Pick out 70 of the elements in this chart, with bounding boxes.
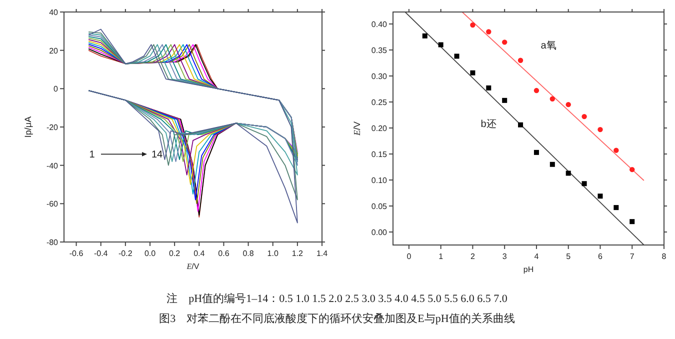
y-tick-label: 40	[49, 8, 59, 17]
y-tick-label: 20	[49, 46, 59, 56]
y-tick-label: 0.00	[371, 228, 388, 237]
point	[582, 114, 587, 120]
y-tick-label: 0.15	[371, 150, 388, 159]
x-tick-label: 0.0	[144, 249, 156, 258]
point	[534, 150, 539, 155]
y-tick-label: 0.25	[371, 98, 388, 107]
x-tick-label: 4	[534, 252, 540, 261]
x-tick-label: 5	[566, 252, 572, 261]
point	[518, 58, 524, 63]
point	[598, 126, 603, 132]
y-tick-label: 0	[54, 84, 59, 94]
point	[454, 54, 460, 59]
x-tick-label: 1	[438, 252, 444, 261]
y-axis-title: Ip/μA	[23, 116, 33, 138]
x-tick-label: 0.8	[242, 249, 254, 258]
point	[630, 166, 635, 172]
captions: 注 pH值的编号1–14：0.5 1.0 1.5 2.0 2.5 3.0 3.5 4.0 4.5 5.0 5.5 6.0 6.5 7.0 图3 对苯二酚在不同底液酸度下的循环伏安叠加图及E与pH值的关系曲线	[159, 293, 515, 325]
series-label: b还	[480, 118, 496, 130]
point	[614, 148, 619, 153]
point	[502, 98, 508, 103]
x-tick-label: -0.2	[118, 249, 133, 258]
point	[470, 70, 476, 76]
x-tick-label: -0.4	[94, 249, 108, 258]
x-tick-label: 1.4	[316, 249, 328, 258]
point	[502, 40, 508, 45]
y-tick-label: 0.35	[371, 46, 388, 55]
point	[470, 22, 476, 28]
x-axis-title: pH	[523, 265, 534, 274]
x-tick-label: 1.2	[292, 249, 304, 258]
y-tick-label: -20	[46, 123, 59, 132]
y-tick-label: -40	[46, 161, 59, 170]
y-tick-label: -60	[46, 200, 59, 209]
y-tick-label: 0.10	[371, 176, 388, 185]
x-axis-title: E/V	[186, 262, 200, 271]
point	[550, 162, 555, 167]
point	[630, 219, 635, 224]
point	[582, 181, 587, 186]
x-tick-label: 3	[502, 252, 508, 261]
point	[486, 85, 492, 90]
x-tick-label: 8	[662, 252, 667, 261]
y-tick-label: 0.40	[371, 20, 388, 29]
x-tick-label: 0	[406, 252, 412, 261]
y-tick-label: 0.20	[371, 124, 388, 133]
point	[550, 96, 556, 102]
y-axis-title: E/V	[352, 121, 362, 137]
point	[566, 170, 571, 176]
point	[534, 88, 540, 94]
x-tick-label: -0.6	[69, 249, 84, 258]
point	[598, 194, 603, 199]
series-label: a氧	[540, 40, 556, 52]
x-tick-label: 0.4	[194, 249, 206, 258]
point	[486, 29, 492, 34]
y-tick-label: 0.05	[371, 202, 388, 211]
x-tick-label: 2	[470, 252, 476, 261]
x-tick-label: 7	[630, 252, 635, 261]
x-tick-label: 6	[598, 252, 604, 261]
point	[614, 205, 619, 210]
annotation: 14	[151, 150, 163, 161]
y-tick-label: -80	[46, 238, 59, 247]
point	[422, 33, 428, 38]
annotation: 1	[89, 150, 96, 161]
point	[518, 122, 524, 128]
x-tick-label: 0.6	[218, 249, 230, 258]
x-tick-label: 1.0	[267, 249, 279, 258]
y-tick-label: 0.30	[371, 72, 388, 81]
x-tick-label: 0.2	[169, 249, 181, 258]
point	[566, 102, 571, 108]
point	[438, 42, 444, 48]
